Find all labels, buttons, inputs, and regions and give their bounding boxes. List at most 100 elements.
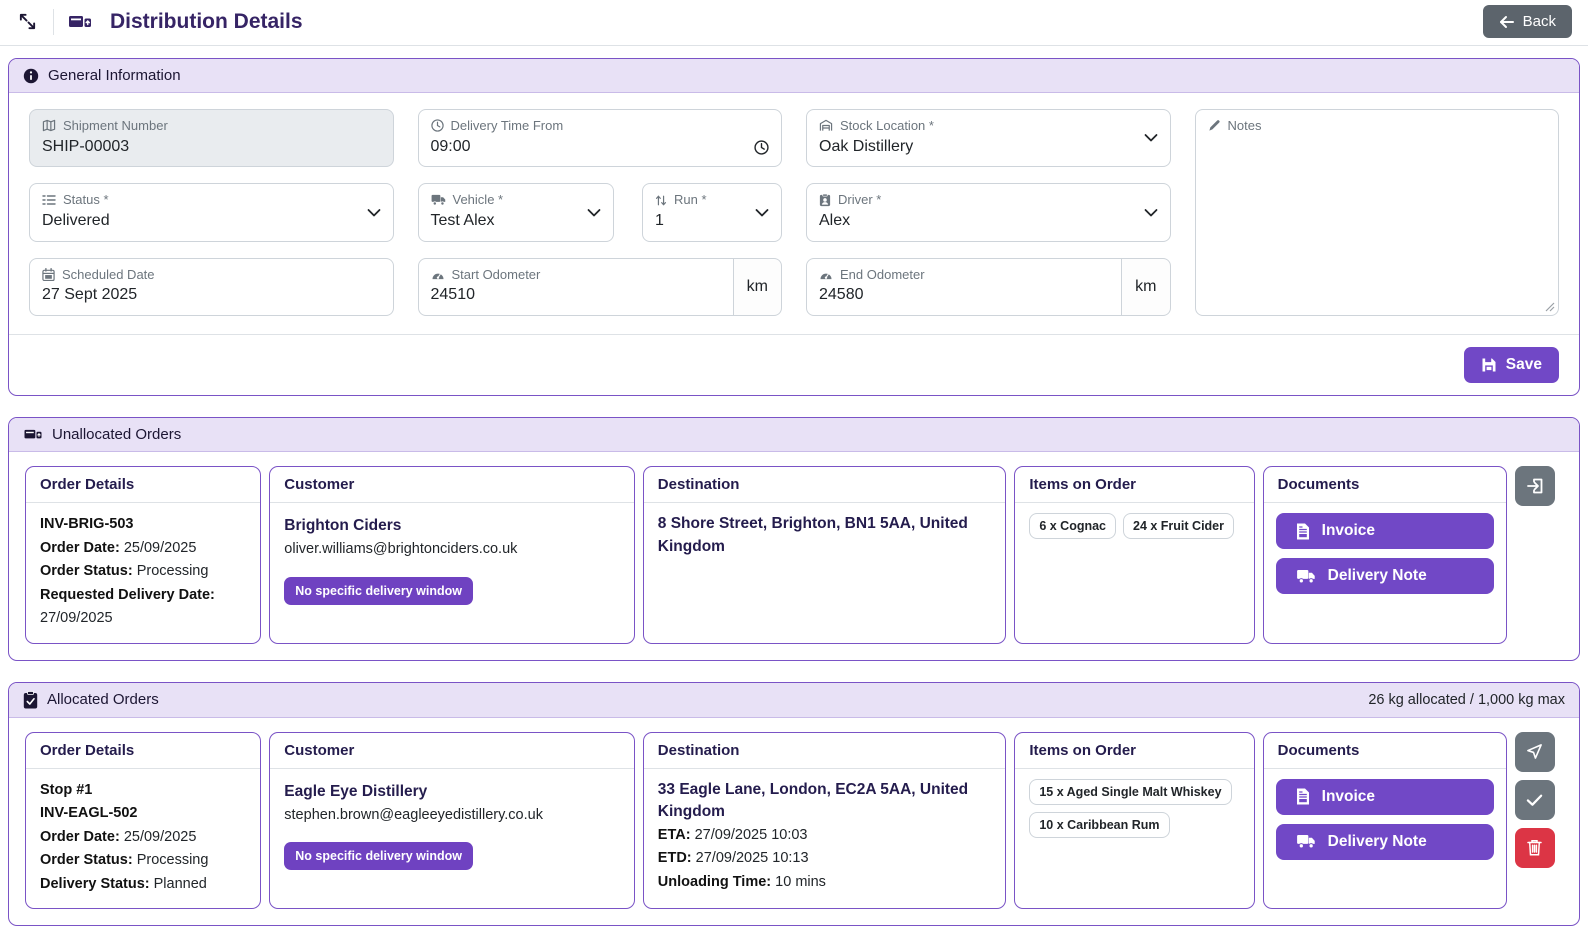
notes-label: Notes [1227,118,1262,133]
delivery-time-label-row: Delivery Time From [430,118,770,134]
delivery-note-button-label: Delivery Note [1327,567,1427,585]
notes-textarea[interactable]: Notes [1194,109,1559,317]
scheduled-date-field[interactable]: Scheduled Date 27 Sept 2025 [29,257,394,317]
item-chip: 6 x Cognac [1029,513,1116,540]
order-date-label: Order Date: [40,539,120,556]
allocated-actions [1514,731,1563,909]
allocate-order-button[interactable] [1514,466,1555,507]
driver-value: Alex [819,211,851,229]
items-card: Items on Order 6 x Cognac 24 x Fruit Cid… [1014,466,1255,644]
status-value: Delivered [42,211,110,229]
destination-card-body: 33 Eagle Lane, London, EC2A 5AA, United … [644,769,1006,906]
delivery-truck-icon [1296,834,1316,849]
start-odometer-value[interactable]: 24510 [430,286,476,304]
start-odometer-label-row: Start Odometer [431,267,721,283]
customer-name: Brighton Ciders [284,517,402,535]
file-invoice-icon [1296,788,1310,805]
save-button[interactable]: Save [1463,347,1559,384]
calendar-icon [42,268,55,282]
shipment-number-field: Shipment Number SHIP-00003 [29,109,394,168]
end-odometer-field[interactable]: End Odometer 24580 [806,257,1123,317]
truck-ramp-icon [68,11,92,33]
info-circle-icon [23,68,39,84]
delivery-note-button-label: Delivery Note [1327,832,1427,850]
invoice-button-label: Invoice [1321,522,1376,540]
id-card-icon [819,193,831,207]
stock-location-select[interactable]: Stock Location * Oak Distillery [806,109,1171,168]
vehicle-value: Test Alex [430,211,495,229]
eta-label: ETA: [657,826,691,843]
customer-card-body: Eagle Eye Distillery stephen.brown@eagle… [270,769,634,883]
stock-location-value: Oak Distillery [819,137,914,155]
driver-select[interactable]: Driver * Alex [806,183,1171,242]
run-label-row: Run * [655,192,769,208]
invoice-number: INV-BRIG-503 [40,516,134,533]
delete-button[interactable] [1514,827,1555,868]
order-status-label: Order Status: [40,852,133,869]
order-details-card-header: Order Details [26,467,261,504]
delivery-note-button[interactable]: Delivery Note [1275,558,1494,595]
end-odometer-value[interactable]: 24580 [819,286,864,304]
invoice-number: INV-EAGL-502 [40,805,138,822]
items-card-header: Items on Order [1015,467,1254,504]
requested-delivery-value: 27/09/2025 [40,610,113,627]
clock-icon [430,119,444,132]
order-status-label: Order Status: [40,563,133,580]
resize-handle[interactable] [1545,302,1555,312]
shipment-number-value: SHIP-00003 [42,137,130,155]
warehouse-icon [819,119,833,132]
order-date-label: Order Date: [40,828,120,845]
destination-card: Destination 33 Eagle Lane, London, EC2A … [642,731,1007,910]
status-label: Status * [63,192,109,208]
customer-card-header: Customer [270,467,634,504]
invoice-button[interactable]: Invoice [1275,513,1494,550]
general-form: Shipment Number SHIP-00003 Delivery Time… [9,93,1579,334]
item-chip: 24 x Fruit Cider [1123,513,1234,540]
status-label-row: Status * [42,192,381,208]
delivery-time-from-field[interactable]: Delivery Time From 09:00 [417,109,782,168]
save-row: Save [9,334,1579,395]
time-picker-icon[interactable] [754,140,769,156]
back-button-label: Back [1522,13,1556,30]
delivery-window-badge: No specific delivery window [284,842,473,871]
documents-card-body: Invoice Delivery Note [1264,769,1506,870]
delivery-note-button[interactable]: Delivery Note [1275,823,1494,860]
vehicle-label: Vehicle * [452,192,504,208]
customer-card: Customer Brighton Ciders oliver.williams… [269,466,635,644]
run-value: 1 [655,211,664,229]
truck-icon [431,194,446,206]
destination-address: 33 Eagle Lane, London, EC2A 5AA, United … [657,780,969,821]
navigate-button[interactable] [1514,731,1555,772]
destination-address: 8 Shore Street, Brighton, BN1 5AA, Unite… [657,515,968,555]
start-odometer-group: Start Odometer 24510 km [417,257,782,317]
expand-button[interactable] [16,10,39,33]
customer-email: oliver.williams@brightonciders.co.uk [284,541,518,558]
expand-icon [18,12,37,31]
shipment-number-label-row: Shipment Number [42,118,381,134]
destination-card-header: Destination [643,467,1006,504]
unloading-time-label: Unloading Time: [657,873,772,890]
item-chip: 15 x Aged Single Malt Whiskey [1029,778,1232,805]
chevron-down-icon [367,208,381,217]
scheduled-date-value[interactable]: 27 Sept 2025 [42,286,138,304]
invoice-button[interactable]: Invoice [1275,778,1494,815]
delivery-time-value[interactable]: 09:00 [430,137,471,155]
unallocated-order-row: Order Details INV-BRIG-503 Order Date: 2… [9,452,1579,659]
capacity-summary: 26 kg allocated / 1,000 kg max [1368,691,1565,708]
list-check-icon [42,194,56,206]
customer-email: stephen.brown@eagleeyedistillery.co.uk [284,806,543,823]
confirm-button[interactable] [1514,779,1555,820]
page-title: Distribution Details [110,9,303,33]
destination-card-body: 8 Shore Street, Brighton, BN1 5AA, Unite… [644,503,1006,570]
item-chip-list: 6 x Cognac 24 x Fruit Cider [1029,513,1239,540]
driver-label: Driver * [838,192,882,208]
end-odometer-label-row: End Odometer [819,267,1109,283]
arrow-left-icon [1499,15,1515,29]
vehicle-select[interactable]: Vehicle * Test Alex [417,183,614,242]
run-select[interactable]: Run * 1 [642,183,782,242]
arrows-up-down-icon [655,194,667,207]
start-odometer-field[interactable]: Start Odometer 24510 [417,257,734,317]
scheduled-date-label-row: Scheduled Date [42,267,381,283]
status-select[interactable]: Status * Delivered [29,183,394,242]
back-button[interactable]: Back [1482,5,1572,38]
